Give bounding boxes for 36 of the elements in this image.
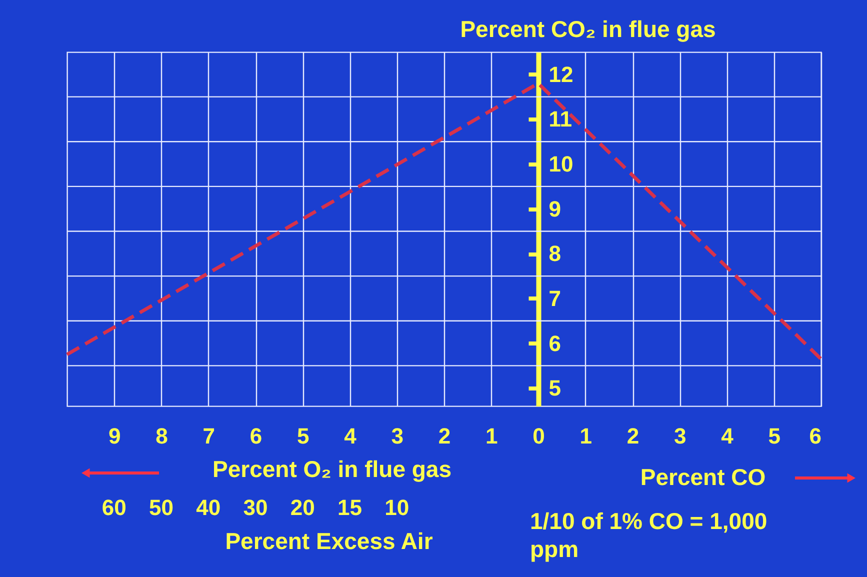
- x-tick-label: 6: [250, 424, 262, 448]
- text: 30: [243, 495, 268, 520]
- x2-axis-title: Percent Excess Air: [225, 528, 433, 554]
- text: 40: [196, 495, 221, 520]
- y-tick-label: 11: [548, 106, 572, 132]
- x-tick-label: 3: [674, 424, 686, 448]
- x-tick-label: 2: [438, 424, 451, 448]
- y-tick-label: 10: [548, 152, 574, 177]
- text: 10: [384, 495, 410, 520]
- x-tick-label: 1: [580, 424, 592, 448]
- text: 50: [149, 495, 174, 520]
- text: 60: [102, 495, 126, 520]
- x-tick-label: 4: [344, 424, 358, 448]
- y-tick-label: 5: [548, 376, 561, 401]
- x-tick-label: 1: [486, 424, 498, 448]
- y-tick-label: 8: [548, 241, 561, 266]
- y-tick-label: 7: [548, 286, 561, 311]
- x-tick-label: 7: [202, 424, 215, 448]
- x-tick-label: 5: [768, 424, 780, 448]
- x-tick-label: 2: [626, 424, 640, 448]
- x-tick-label: 4: [721, 424, 734, 448]
- y-tick-label: 6: [548, 330, 561, 356]
- text: Percent CO: [640, 464, 766, 490]
- text: 20: [290, 495, 315, 520]
- x-axis-title: Percent O₂ in flue gas: [212, 456, 452, 482]
- y-axis-title: Percent CO₂ in flue gas: [460, 16, 716, 42]
- y-tick-label: 12: [548, 62, 574, 87]
- x-tick-label: 0: [532, 424, 545, 448]
- x-tick-label: 3: [391, 424, 404, 448]
- x-tick-label: 6: [809, 424, 822, 448]
- x-tick-label: 9: [108, 424, 121, 448]
- x-tick-label: 5: [297, 424, 310, 448]
- text: 1/10 of 1% CO = 1,000 ppm: [530, 508, 768, 562]
- x-tick-label: 8: [156, 424, 168, 448]
- y-tick-label: 9: [548, 196, 561, 222]
- text: 15: [338, 495, 362, 520]
